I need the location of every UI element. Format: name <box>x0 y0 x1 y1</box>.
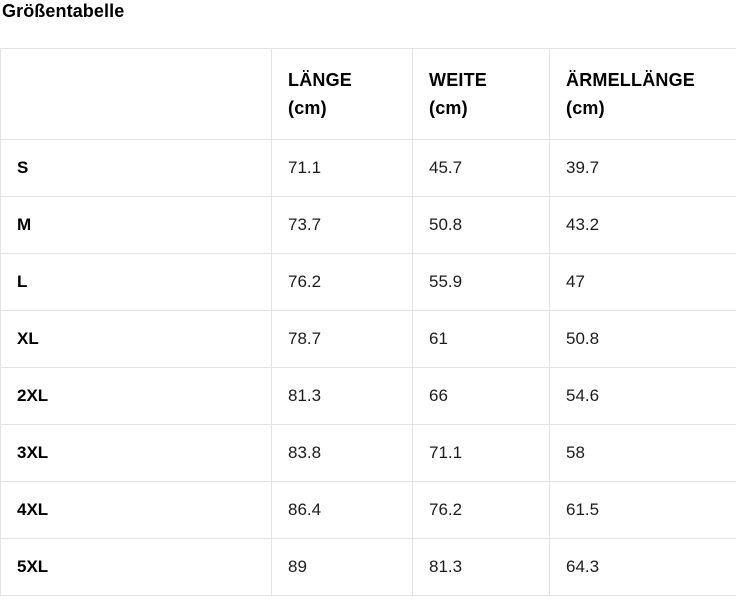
weite-cell: 50.8 <box>412 196 550 254</box>
size-table: LÄNGE (cm) WEITE (cm) ÄRMELLÄNGE (cm) S … <box>0 48 736 596</box>
laenge-cell: 81.3 <box>271 367 413 425</box>
header-cell-weite: WEITE (cm) <box>412 48 550 140</box>
header-weite-label: WEITE <box>429 70 487 90</box>
aermellaenge-cell: 54.6 <box>549 367 736 425</box>
weite-cell: 55.9 <box>412 253 550 311</box>
aermellaenge-cell: 43.2 <box>549 196 736 254</box>
aermellaenge-cell: 58 <box>549 424 736 482</box>
table-row-5xl: 5XL 89 81.3 64.3 <box>0 538 736 596</box>
header-aermellaenge-unit: (cm) <box>566 98 605 118</box>
aermellaenge-cell: 50.8 <box>549 310 736 368</box>
table-row-s: S 71.1 45.7 39.7 <box>0 139 736 197</box>
table-row-l: L 76.2 55.9 47 <box>0 253 736 311</box>
aermellaenge-cell: 61.5 <box>549 481 736 539</box>
laenge-cell: 73.7 <box>271 196 413 254</box>
weite-cell: 81.3 <box>412 538 550 596</box>
size-cell: L <box>0 253 272 311</box>
size-chart-title: Größentabelle <box>2 1 125 21</box>
header-aermellaenge-label: ÄRMELLÄNGE <box>566 70 695 90</box>
table-row-2xl: 2XL 81.3 66 54.6 <box>0 367 736 425</box>
header-laenge-label: LÄNGE <box>288 70 352 90</box>
laenge-cell: 76.2 <box>271 253 413 311</box>
aermellaenge-cell: 64.3 <box>549 538 736 596</box>
header-row: LÄNGE (cm) WEITE (cm) ÄRMELLÄNGE (cm) <box>0 48 736 140</box>
laenge-cell: 78.7 <box>271 310 413 368</box>
weite-cell: 76.2 <box>412 481 550 539</box>
size-cell: XL <box>0 310 272 368</box>
table-row-m: M 73.7 50.8 43.2 <box>0 196 736 254</box>
size-cell: S <box>0 139 272 197</box>
table-row-4xl: 4XL 86.4 76.2 61.5 <box>0 481 736 539</box>
size-cell: 3XL <box>0 424 272 482</box>
table-row-3xl: 3XL 83.8 71.1 58 <box>0 424 736 482</box>
header-weite-unit: (cm) <box>429 98 468 118</box>
size-cell: 5XL <box>0 538 272 596</box>
weite-cell: 45.7 <box>412 139 550 197</box>
header-cell-laenge: LÄNGE (cm) <box>271 48 413 140</box>
header-cell-aermellaenge: ÄRMELLÄNGE (cm) <box>549 48 736 140</box>
size-table-header: LÄNGE (cm) WEITE (cm) ÄRMELLÄNGE (cm) <box>0 48 736 140</box>
laenge-cell: 71.1 <box>271 139 413 197</box>
table-row-xl: XL 78.7 61 50.8 <box>0 310 736 368</box>
header-laenge-unit: (cm) <box>288 98 327 118</box>
size-cell: 4XL <box>0 481 272 539</box>
weite-cell: 66 <box>412 367 550 425</box>
weite-cell: 61 <box>412 310 550 368</box>
size-cell: M <box>0 196 272 254</box>
laenge-cell: 89 <box>271 538 413 596</box>
size-cell: 2XL <box>0 367 272 425</box>
aermellaenge-cell: 39.7 <box>549 139 736 197</box>
aermellaenge-cell: 47 <box>549 253 736 311</box>
laenge-cell: 83.8 <box>271 424 413 482</box>
size-table-body: S 71.1 45.7 39.7 M 73.7 50.8 43.2 L 76.2… <box>0 139 736 596</box>
weite-cell: 71.1 <box>412 424 550 482</box>
header-cell-size-blank <box>0 48 272 140</box>
laenge-cell: 86.4 <box>271 481 413 539</box>
